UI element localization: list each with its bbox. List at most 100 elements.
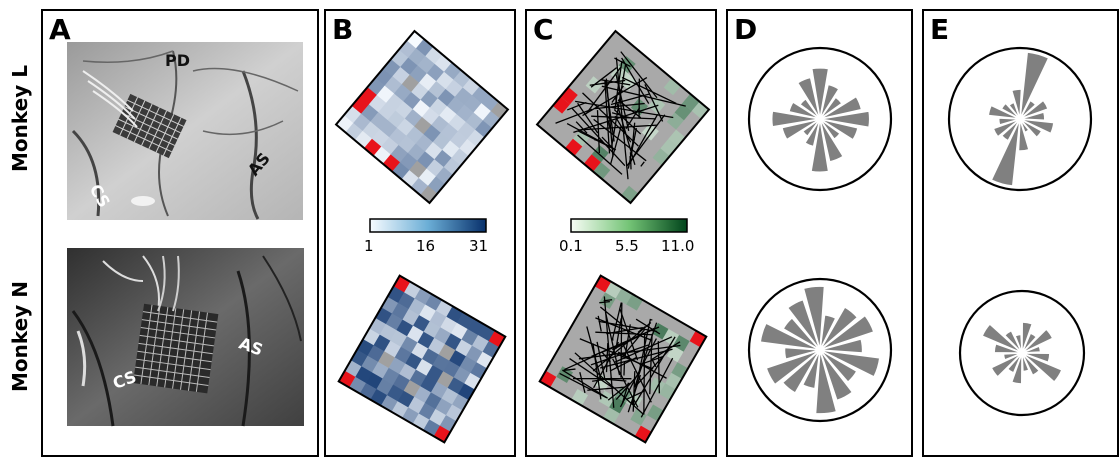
rose-wedge xyxy=(786,298,821,351)
row-label-monkey-l: Monkey L xyxy=(8,65,32,172)
connection-line xyxy=(621,76,677,105)
heatmap-cell xyxy=(420,375,438,393)
connection-line xyxy=(644,84,664,122)
heatmap-cell xyxy=(376,378,394,396)
connection-line xyxy=(596,110,601,154)
heatmap-cell xyxy=(397,390,415,408)
rose-wedge xyxy=(819,118,845,163)
rose-wedge xyxy=(1010,88,1023,120)
heatmap-cell xyxy=(436,371,454,389)
connection-line xyxy=(564,354,597,371)
heatmap-cell xyxy=(449,350,467,368)
connection-line xyxy=(651,360,657,368)
connection-line xyxy=(596,341,606,380)
panel-label: D xyxy=(734,13,758,46)
panel-a: A xyxy=(41,9,319,457)
heatmap-cell xyxy=(421,348,439,366)
rose-wedge xyxy=(1003,329,1023,354)
connection-line xyxy=(598,320,658,333)
connection-line xyxy=(595,317,653,342)
connection-line xyxy=(640,161,645,167)
heatmap-cell xyxy=(390,330,408,348)
connection-line xyxy=(592,377,613,382)
heatmap-cell xyxy=(382,367,400,386)
connection-line xyxy=(591,115,657,120)
heatmap-cell xyxy=(442,360,461,378)
panel-label: B xyxy=(332,13,354,46)
connection-line xyxy=(562,369,608,399)
connection-line xyxy=(640,357,674,418)
rose-wedge xyxy=(1019,111,1046,121)
rose-wedge xyxy=(819,95,863,120)
panel-e: E xyxy=(922,9,1119,457)
colorbar-tick: 1 xyxy=(364,237,374,255)
rose-wedge xyxy=(1021,328,1054,354)
rose-wedge xyxy=(814,349,838,415)
rose-wedge xyxy=(992,118,1021,138)
heatmap-cell xyxy=(408,298,426,316)
heatmap-cell xyxy=(385,313,403,331)
heatmap-cell xyxy=(379,324,397,342)
connection-line xyxy=(603,296,615,408)
rose-wedge xyxy=(1021,332,1038,354)
rose-wedge xyxy=(819,314,875,351)
heatmap-cell xyxy=(430,381,448,399)
label-pd: PD xyxy=(165,51,190,70)
rose-wedge xyxy=(783,346,821,361)
connection-line xyxy=(613,109,642,135)
connection-line xyxy=(606,118,612,133)
colorbar-b xyxy=(369,218,487,233)
heatmap-cell xyxy=(402,309,420,327)
heatmap-cell xyxy=(415,359,433,377)
rose-wedge xyxy=(819,110,871,129)
heatmap-cell xyxy=(361,355,379,373)
heatmap-cell xyxy=(434,327,452,345)
connection-line xyxy=(620,51,658,99)
rose-wedge xyxy=(981,322,1023,354)
rose-wedge xyxy=(1019,99,1050,120)
connection-line xyxy=(566,122,617,151)
panel-label: C xyxy=(533,13,554,46)
heatmap-cell xyxy=(418,402,436,420)
connection-line xyxy=(638,78,641,119)
panel-label: A xyxy=(49,13,71,46)
heatmap-cell xyxy=(403,380,421,398)
heatmap-cell xyxy=(455,339,473,357)
connection-line xyxy=(582,92,639,147)
colorbar-tick: 31 xyxy=(469,237,488,255)
rose-wedge xyxy=(1021,352,1063,384)
panel-c: C 0.1 5.5 11.0 xyxy=(525,9,717,457)
connection-line xyxy=(615,318,622,349)
heatmap-cell xyxy=(394,346,412,364)
heatmap-cell xyxy=(429,408,447,427)
rose-wedge xyxy=(819,83,840,120)
panel-b: B 1 16 31 xyxy=(324,9,516,457)
connection-line xyxy=(599,306,624,326)
heatmap-cell xyxy=(377,351,396,369)
heatmap-cell xyxy=(397,292,415,310)
connection-line xyxy=(592,343,602,400)
rose-wedge xyxy=(819,96,844,120)
heatmap-cell xyxy=(438,343,456,362)
connection-line xyxy=(650,341,681,361)
connection-line xyxy=(611,302,622,341)
connection-line xyxy=(649,319,653,321)
colorbar-tick: 0.1 xyxy=(559,237,583,255)
connection-line xyxy=(612,327,655,351)
heatmap-cell xyxy=(429,310,447,328)
rose-wedge xyxy=(770,109,821,128)
rose-wedge xyxy=(810,67,830,120)
row-label-monkey-n: Monkey N xyxy=(8,281,32,392)
heatmap-cell xyxy=(384,340,402,358)
connection-line xyxy=(629,156,632,164)
colorbar-tick: 11.0 xyxy=(661,237,694,255)
connection-line xyxy=(649,333,653,395)
rose-plots-d xyxy=(747,46,893,423)
connection-line xyxy=(592,322,652,372)
heatmap-cell xyxy=(423,321,441,339)
rose-wedge xyxy=(819,305,859,351)
connection-line xyxy=(604,80,611,154)
panel-d: D xyxy=(726,9,913,457)
heatmap-cell xyxy=(355,366,373,384)
rose-wedge xyxy=(1002,352,1023,361)
